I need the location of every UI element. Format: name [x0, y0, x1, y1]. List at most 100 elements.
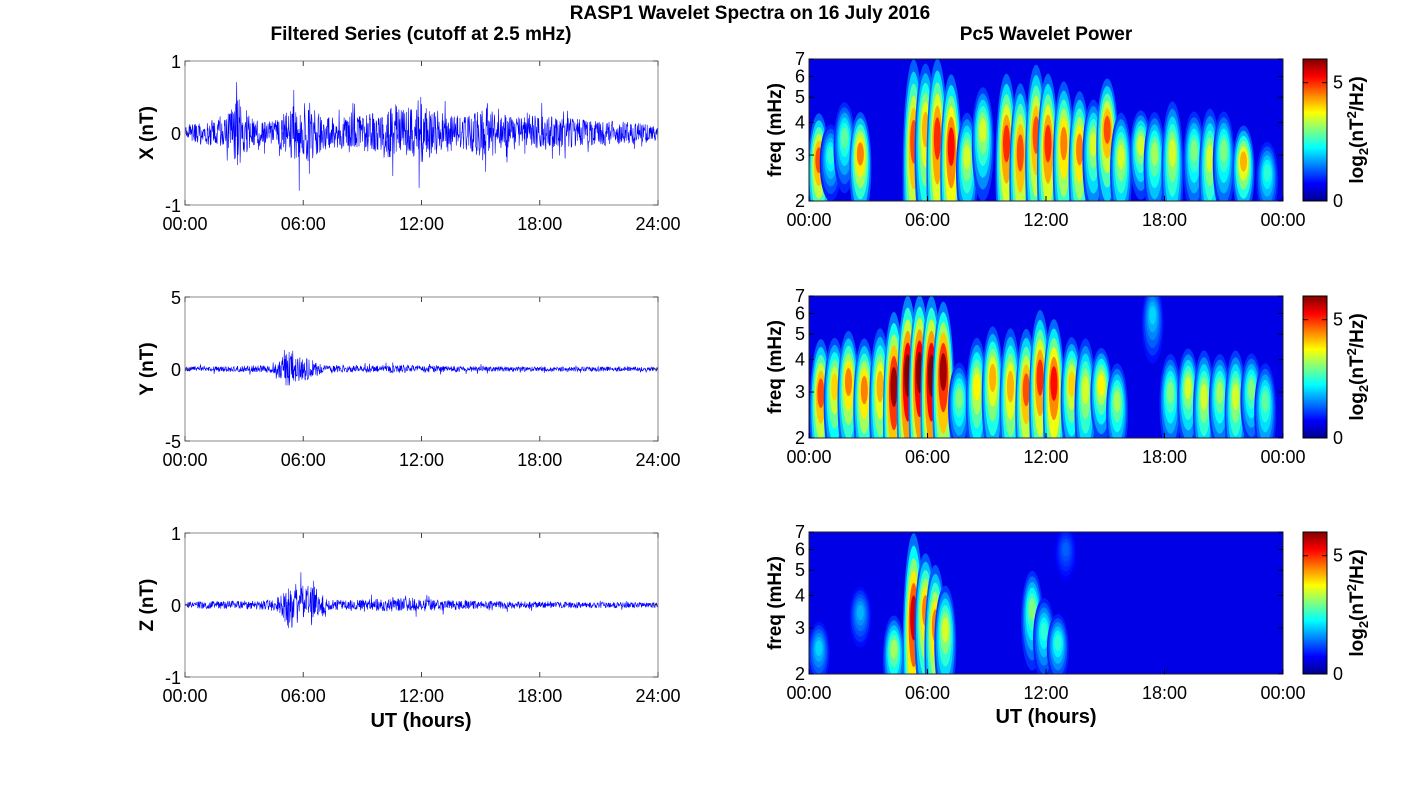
wavelet-burst [841, 127, 849, 149]
x-tick-label: 24:00 [635, 214, 680, 234]
series-y-axis-label: X (nT) [137, 106, 158, 160]
wavelet-bursts [809, 59, 1279, 201]
freq-axis-label: freq (mHz) [765, 556, 786, 650]
y-tick-label: -5 [165, 432, 181, 452]
wavelet-burst [933, 117, 941, 160]
wavelet-bursts [809, 532, 1077, 674]
wavelet-burst [1184, 377, 1192, 400]
wavelet-burst [1062, 542, 1070, 557]
colorbar-tick-label: 5 [1333, 73, 1343, 93]
wavelet-burst [1097, 374, 1105, 396]
x-tick-label: 24:00 [635, 450, 680, 470]
freq-axis-label: freq (mHz) [765, 320, 786, 414]
x-tick-label: 12:00 [1023, 210, 1068, 230]
y-tick-label: -1 [165, 196, 181, 216]
freq-tick-label: 3 [795, 382, 805, 402]
x-tick-label: 00:00 [786, 210, 831, 230]
wavelet-burst [1060, 126, 1068, 161]
wavelet-burst [1263, 164, 1271, 182]
freq-tick-label: 4 [795, 349, 805, 369]
freq-tick-label: 6 [795, 303, 805, 323]
wavelet-burst [1006, 370, 1014, 403]
wavelet-burst [1206, 144, 1214, 173]
wavelet-burst [1216, 381, 1224, 404]
colorbar-tick-label: 5 [1333, 546, 1343, 566]
series-y-axis-label: Y (nT) [137, 342, 158, 395]
x-tick-label: 24:00 [635, 686, 680, 706]
x-tick-label: 18:00 [517, 450, 562, 470]
x-tick-label: 18:00 [517, 686, 562, 706]
x-tick-label: 18:00 [1142, 683, 1187, 703]
x-tick-label: 06:00 [281, 686, 326, 706]
x-tick-label: 00:00 [786, 683, 831, 703]
wavelet-bursts [809, 296, 1277, 438]
freq-tick-label: 4 [795, 112, 805, 132]
left-column-title: Filtered Series (cutoff at 2.5 mHz) [271, 24, 572, 45]
series-trace-y [184, 349, 659, 386]
wavelet-burst [1151, 142, 1159, 166]
wavelet-burst [1240, 151, 1247, 172]
colorbar-tick-label: 0 [1333, 664, 1343, 684]
wavelet-burst [1089, 131, 1097, 157]
x-tick-label: 12:00 [1023, 683, 1068, 703]
freq-tick-label: 4 [795, 585, 805, 605]
right-x-axis-label: UT (hours) [995, 706, 1096, 728]
x-tick-label: 00:00 [786, 447, 831, 467]
wavelet-burst [1050, 366, 1058, 401]
wavelet-burst [1261, 390, 1269, 413]
wavelet-burst [1040, 621, 1048, 641]
wavelet-burst [1028, 598, 1036, 621]
wavelet-burst [1247, 379, 1255, 401]
series-trace-x [184, 82, 659, 191]
wavelet-burst [1117, 144, 1125, 170]
y-tick-label: 5 [171, 288, 181, 308]
colorbar-label: log2(nT2/Hz) [1344, 313, 1371, 420]
x-tick-label: 18:00 [517, 214, 562, 234]
wavelet-burst [963, 144, 971, 170]
x-tick-label: 18:00 [1142, 210, 1187, 230]
freq-tick-label: 7 [795, 49, 805, 69]
wavelet-burst [1113, 390, 1121, 413]
x-tick-label: 12:00 [1023, 447, 1068, 467]
y-tick-label: 0 [171, 360, 181, 380]
x-tick-label: 00:00 [162, 686, 207, 706]
freq-tick-label: 3 [795, 618, 805, 638]
y-tick-label: -1 [165, 668, 181, 688]
wavelet-burst [890, 366, 898, 408]
freq-tick-label: 6 [795, 539, 805, 559]
y-tick-label: 0 [171, 596, 181, 616]
x-tick-label: 00:00 [1260, 683, 1305, 703]
colorbar [1302, 531, 1328, 675]
x-tick-label: 00:00 [162, 214, 207, 234]
wavelet-burst [876, 370, 884, 403]
x-tick-label: 06:00 [281, 450, 326, 470]
x-tick-label: 06:00 [905, 210, 950, 230]
y-tick-label: 1 [171, 52, 181, 72]
wavelet-burst [1068, 371, 1076, 398]
wavelet-burst [1137, 135, 1145, 156]
freq-tick-label: 2 [795, 191, 805, 211]
wavelet-burst [1036, 359, 1044, 396]
x-tick-label: 06:00 [281, 214, 326, 234]
colorbar [1302, 58, 1328, 202]
wavelet-burst [1168, 138, 1176, 168]
wavelet-burst [1003, 124, 1010, 163]
wavelet-burst [817, 378, 825, 409]
x-tick-label: 12:00 [399, 214, 444, 234]
colorbar-label: log2(nT2/Hz) [1344, 76, 1371, 183]
figure-title: RASP1 Wavelet Spectra on 16 July 2016 [570, 3, 930, 24]
freq-tick-label: 2 [795, 664, 805, 684]
wavelet-burst [860, 375, 868, 405]
wavelet-burst [989, 363, 997, 392]
x-tick-label: 06:00 [905, 447, 950, 467]
colorbar-tick-label: 5 [1333, 310, 1343, 330]
wavelet-burst [1103, 115, 1111, 144]
wavelet-burst [1232, 384, 1240, 411]
wavelet-burst [1149, 306, 1157, 325]
wavelet-burst [856, 604, 864, 621]
x-tick-label: 12:00 [399, 450, 444, 470]
